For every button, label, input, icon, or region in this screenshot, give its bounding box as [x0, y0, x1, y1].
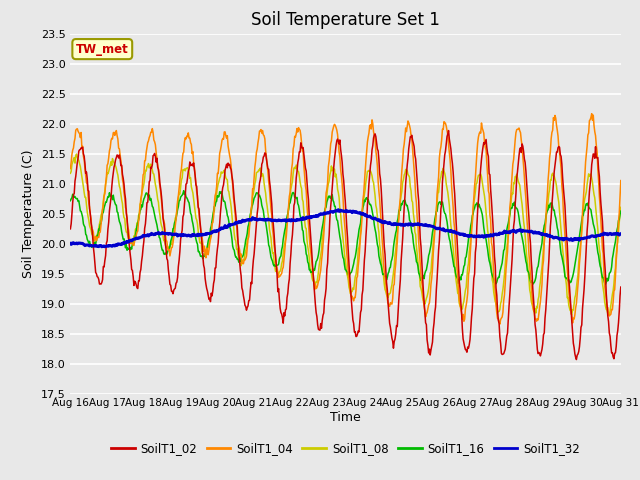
Text: TW_met: TW_met — [76, 43, 129, 56]
Title: Soil Temperature Set 1: Soil Temperature Set 1 — [251, 11, 440, 29]
Y-axis label: Soil Temperature (C): Soil Temperature (C) — [22, 149, 35, 278]
Legend: SoilT1_02, SoilT1_04, SoilT1_08, SoilT1_16, SoilT1_32: SoilT1_02, SoilT1_04, SoilT1_08, SoilT1_… — [106, 437, 585, 460]
X-axis label: Time: Time — [330, 411, 361, 424]
